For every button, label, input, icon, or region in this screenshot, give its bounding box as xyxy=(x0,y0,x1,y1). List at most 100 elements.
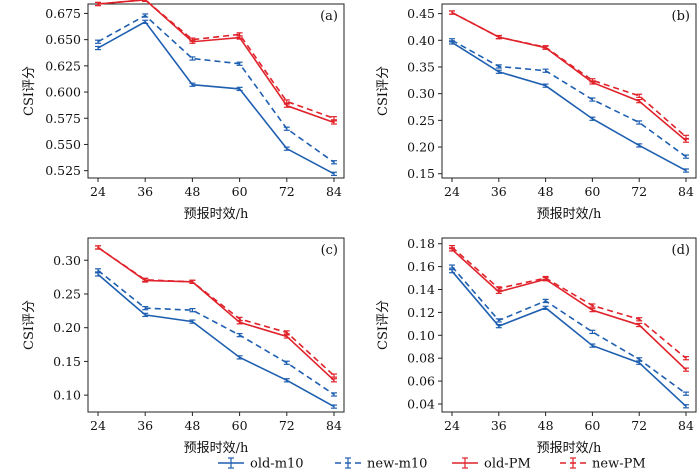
data-point-errorbar xyxy=(589,78,596,83)
x-tick-label: 72 xyxy=(631,418,647,433)
x-axis-title: 预报时效/h xyxy=(184,441,249,456)
y-tick-label: 0.30 xyxy=(53,253,81,268)
y-tick-label: 0.14 xyxy=(407,282,435,297)
y-tick-label: 0.525 xyxy=(45,163,81,178)
data-point-errorbar xyxy=(542,305,549,310)
chart-panel: 24 36 48 60 72 84 0.10 0.15 0.20 0.25 0.30 预报时效/h CS… xyxy=(22,237,345,456)
x-axis-title: 预报时效/h xyxy=(184,207,249,222)
x-tick-label: 24 xyxy=(444,418,460,433)
plot-frame xyxy=(441,237,697,413)
panel-label: (a) xyxy=(320,9,338,24)
data-point-errorbar xyxy=(542,45,549,50)
x-tick-label: 72 xyxy=(631,184,647,199)
data-point-errorbar xyxy=(142,277,149,282)
legend-item-old-PM: old-PM xyxy=(452,457,531,472)
legend: old-m10 new-m10 old-PM new-PM xyxy=(218,457,646,472)
y-tick-label: 0.550 xyxy=(45,137,81,152)
data-point-errorbar xyxy=(589,343,596,348)
legend-item-new-m10: new-m10 xyxy=(335,457,427,472)
data-point-errorbar xyxy=(542,298,549,304)
data-point-errorbar xyxy=(331,392,337,397)
data-point-errorbar xyxy=(449,244,455,250)
data-point-errorbar xyxy=(189,37,196,42)
series-old-m10 xyxy=(95,19,337,176)
series-line xyxy=(451,41,687,172)
data-point-errorbar xyxy=(449,10,455,15)
series-line xyxy=(451,266,687,395)
data-point-errorbar xyxy=(636,317,643,322)
series-old-m10 xyxy=(449,40,689,173)
data-point-errorbar xyxy=(495,64,502,69)
data-point-errorbar xyxy=(142,312,149,318)
data-point-errorbar xyxy=(589,303,596,308)
series-new-PM xyxy=(449,244,689,361)
x-tick-label: 84 xyxy=(678,418,694,433)
data-point-errorbar xyxy=(683,367,689,372)
x-tick-label: 60 xyxy=(232,184,248,199)
series-new-m10 xyxy=(449,264,689,396)
series-new-m10 xyxy=(95,13,337,165)
data-point-errorbar xyxy=(142,19,149,24)
data-point-errorbar xyxy=(331,378,337,383)
y-tick-label: 0.40 xyxy=(407,33,435,48)
legend-swatch xyxy=(452,457,478,469)
series-line xyxy=(97,246,335,381)
x-axis-title: 预报时效/h xyxy=(537,441,602,456)
legend-swatch xyxy=(218,457,244,469)
series-old-PM xyxy=(95,0,337,125)
data-point-errorbar xyxy=(236,355,243,360)
data-point-errorbar xyxy=(283,378,290,383)
data-point-errorbar xyxy=(542,275,549,281)
x-tick-label: 72 xyxy=(279,184,295,199)
data-point-errorbar xyxy=(236,86,243,92)
y-tick-label: 0.10 xyxy=(53,388,81,403)
data-point-errorbar xyxy=(683,154,689,159)
y-tick-label: 0.600 xyxy=(45,85,81,100)
data-point-errorbar xyxy=(236,61,243,66)
y-tick-label: 0.15 xyxy=(53,354,81,369)
series-old-PM xyxy=(95,245,337,383)
plot-frame xyxy=(441,3,697,179)
data-point-errorbar xyxy=(495,323,502,329)
y-axis-title: CSI评分 xyxy=(376,66,391,116)
data-point-errorbar xyxy=(683,138,689,143)
data-point-errorbar xyxy=(495,318,502,323)
data-point-errorbar xyxy=(331,404,337,409)
data-point-errorbar xyxy=(95,245,101,250)
data-point-errorbar xyxy=(189,82,196,87)
y-tick-label: 0.675 xyxy=(45,6,81,21)
data-point-errorbar xyxy=(189,279,196,285)
x-tick-label: 60 xyxy=(584,418,600,433)
y-tick-label: 0.15 xyxy=(407,166,435,181)
y-tick-label: 0.10 xyxy=(407,328,435,343)
data-point-errorbar xyxy=(331,171,337,176)
x-axis-title: 预报时效/h xyxy=(537,207,602,222)
series-old-m10 xyxy=(449,269,689,409)
data-point-errorbar xyxy=(495,34,502,40)
legend-swatch xyxy=(335,457,361,469)
data-point-errorbar xyxy=(189,56,196,61)
series-line xyxy=(97,20,335,175)
data-point-errorbar xyxy=(283,146,290,151)
series-new-PM xyxy=(449,10,689,140)
data-point-errorbar xyxy=(95,268,101,273)
data-point-errorbar xyxy=(142,13,149,18)
data-point-errorbar xyxy=(495,69,502,74)
chart-panel: 24 36 48 60 72 84 0.15 0.20 0.25 0.30 0.35 0.40 0.45… xyxy=(376,3,697,222)
data-point-errorbar xyxy=(449,38,455,43)
chart-panels: 24 36 48 60 72 84 0.525 0.550 0.575 0.600 0.625 0.6… xyxy=(22,0,697,456)
series-old-m10 xyxy=(95,272,337,409)
data-point-errorbar xyxy=(283,126,290,131)
x-tick-label: 48 xyxy=(538,184,554,199)
data-point-errorbar xyxy=(95,272,101,277)
series-line xyxy=(97,273,335,408)
data-point-errorbar xyxy=(236,332,243,338)
x-tick-label: 24 xyxy=(90,418,106,433)
series-line xyxy=(97,269,335,396)
y-tick-label: 0.12 xyxy=(407,305,435,320)
data-point-errorbar xyxy=(683,404,689,409)
y-tick-label: 0.575 xyxy=(45,111,81,126)
data-point-errorbar xyxy=(683,391,689,396)
data-point-errorbar xyxy=(331,373,337,378)
data-point-errorbar xyxy=(95,1,101,7)
